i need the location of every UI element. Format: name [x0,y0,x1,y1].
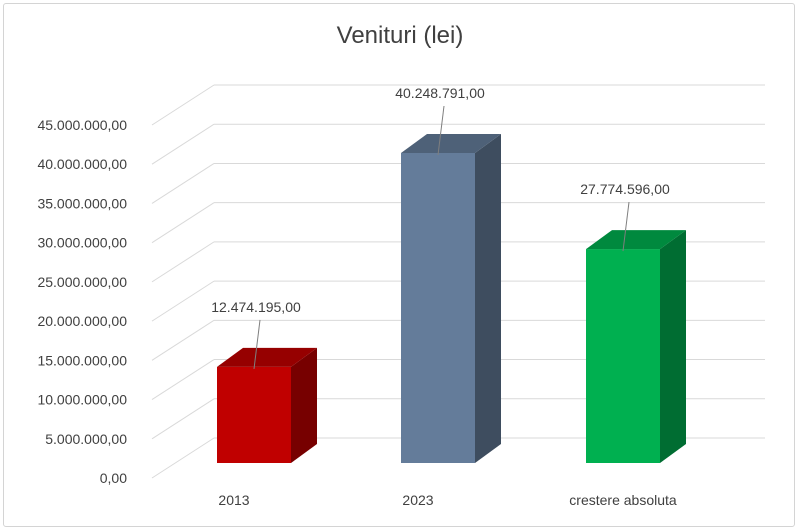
x-category-label: 2023 [402,492,433,508]
bar-side-1 [475,134,501,463]
bar-top-2 [586,230,686,250]
gridline-depth [151,398,215,440]
data-label-leader [437,105,445,156]
y-tick-label: 40.000.000,00 [37,156,127,172]
x-category-label: crestere absoluta [569,492,677,508]
gridline-depth [151,280,215,322]
y-tick-label: 25.000.000,00 [37,274,127,290]
x-category-label: 2013 [218,492,249,508]
gridline-depth [151,437,215,479]
gridline-depth [151,241,215,283]
gridline-depth [151,319,215,361]
y-tick-label: 45.000.000,00 [37,117,127,133]
bar-top-1 [401,134,501,153]
y-tick-label: 10.000.000,00 [37,392,127,408]
data-label-leader [253,319,261,369]
bar-2 [586,249,660,463]
bar-0 [217,366,291,463]
data-label: 12.474.195,00 [211,299,301,315]
y-tick-label: 20.000.000,00 [37,313,127,329]
y-tick-label: 0,00 [100,470,127,486]
gridline-depth [151,359,215,400]
bar-1 [401,153,475,463]
data-label: 40.248.791,00 [395,85,485,101]
bar-side-0 [291,347,317,463]
bar-side-2 [660,230,686,463]
gridline-depth [151,84,215,126]
y-tick-label: 5.000.000,00 [45,431,127,447]
gridline-depth [151,123,215,165]
data-label-leader [622,202,630,252]
y-tick-label: 35.000.000,00 [37,195,127,211]
gridline-depth [151,163,215,204]
gridline-depth [151,202,215,244]
bar-top-0 [217,347,317,367]
data-label: 27.774.596,00 [580,181,670,197]
y-tick-label: 15.000.000,00 [37,352,127,368]
y-tick-label: 30.000.000,00 [37,235,127,251]
chart-title: Venituri (lei) [336,22,464,49]
